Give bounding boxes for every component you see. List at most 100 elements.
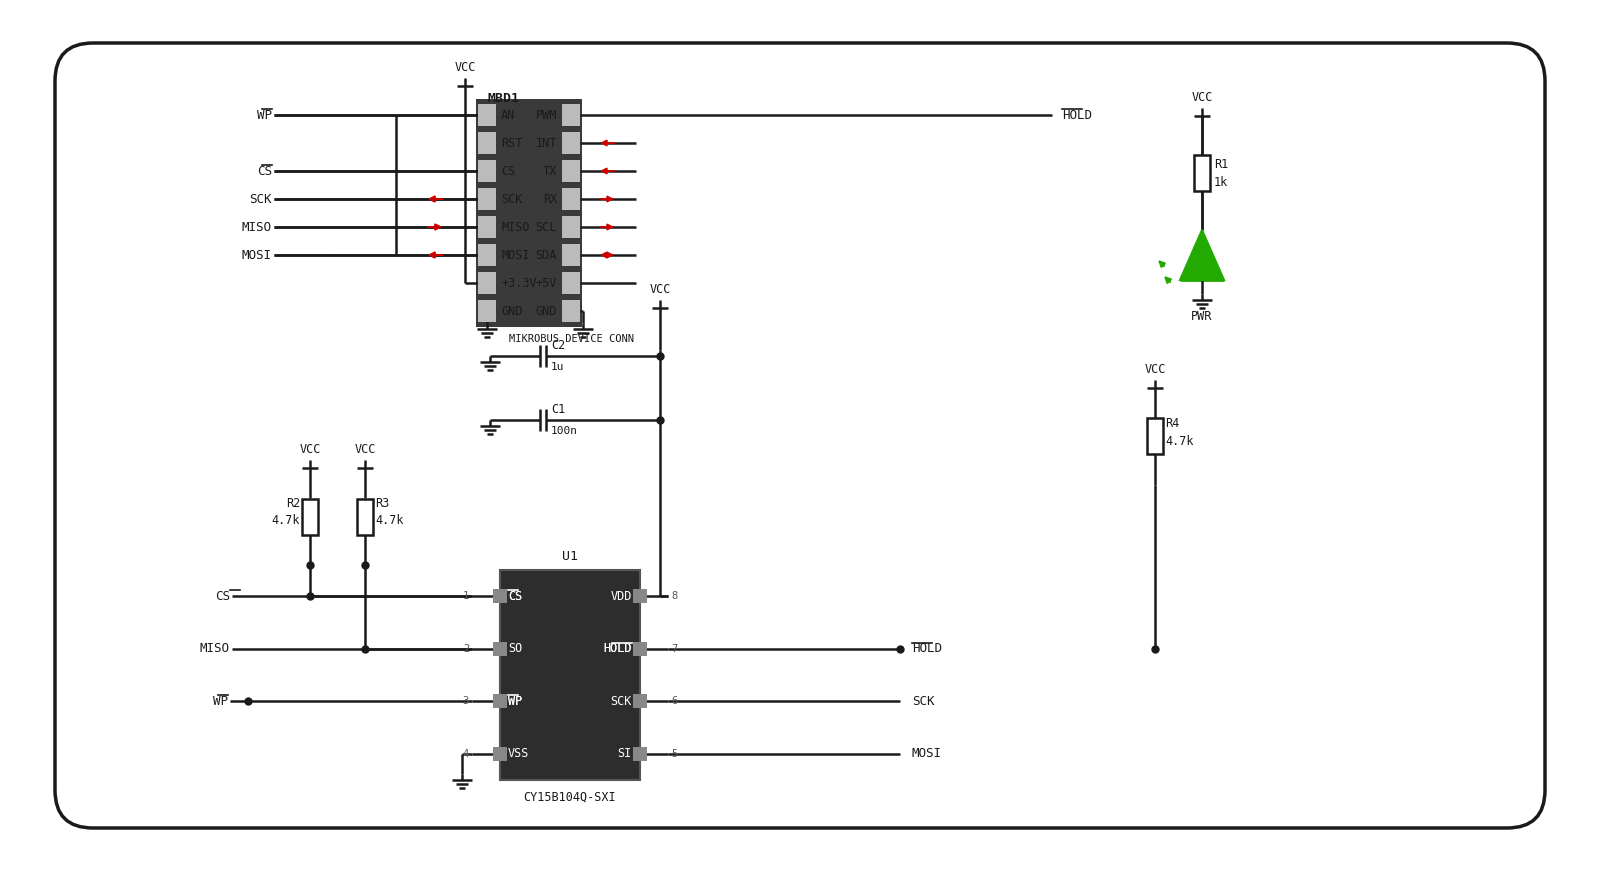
Bar xyxy=(633,642,648,656)
Text: CS: CS xyxy=(508,590,523,603)
Text: MISO: MISO xyxy=(500,220,529,233)
Text: VSS: VSS xyxy=(508,747,529,760)
Bar xyxy=(478,272,496,294)
Bar xyxy=(492,590,507,604)
Text: HOLD: HOLD xyxy=(911,642,942,655)
Text: PWM: PWM xyxy=(536,109,556,121)
Bar xyxy=(561,104,580,126)
Bar xyxy=(1194,155,1210,191)
Text: 1u: 1u xyxy=(552,362,564,372)
Text: SDA: SDA xyxy=(536,248,556,261)
Text: U1: U1 xyxy=(561,550,577,564)
Text: +5V: +5V xyxy=(536,276,556,289)
Text: R1: R1 xyxy=(1214,158,1228,171)
Bar xyxy=(478,160,496,182)
Text: SI: SI xyxy=(617,747,632,760)
Text: 4.7k: 4.7k xyxy=(1166,435,1193,448)
Text: SO: SO xyxy=(508,642,523,655)
Text: 4: 4 xyxy=(462,749,469,759)
Text: CS: CS xyxy=(500,165,515,178)
Text: CS: CS xyxy=(257,165,272,178)
Text: INT: INT xyxy=(536,137,556,150)
Bar xyxy=(561,272,580,294)
Text: +3.3V: +3.3V xyxy=(500,276,537,289)
Text: 1k: 1k xyxy=(1214,175,1228,188)
Text: HOLD: HOLD xyxy=(603,642,632,655)
Bar xyxy=(561,244,580,266)
Text: 2: 2 xyxy=(462,644,469,654)
Text: VCC: VCC xyxy=(1145,362,1166,375)
Text: WP: WP xyxy=(257,109,272,121)
Bar xyxy=(561,300,580,322)
Bar xyxy=(478,216,496,238)
Bar xyxy=(357,498,373,535)
Text: VDD: VDD xyxy=(611,590,632,603)
Bar xyxy=(561,188,580,210)
Text: VCC: VCC xyxy=(649,282,670,295)
Bar xyxy=(478,132,496,154)
Text: VCC: VCC xyxy=(1191,91,1212,104)
Text: 1: 1 xyxy=(462,591,469,601)
Polygon shape xyxy=(1180,230,1223,280)
Text: GND: GND xyxy=(536,305,556,318)
Bar xyxy=(492,642,507,656)
Text: HOLD: HOLD xyxy=(603,642,632,655)
Text: WP: WP xyxy=(213,695,229,708)
Text: C2: C2 xyxy=(552,339,566,352)
Text: WP: WP xyxy=(508,695,523,708)
Text: CS: CS xyxy=(214,590,230,603)
Bar xyxy=(1146,418,1162,455)
Text: MIKROBUS DEVICE CONN: MIKROBUS DEVICE CONN xyxy=(508,334,633,344)
Text: VCC: VCC xyxy=(355,442,376,456)
Text: WP: WP xyxy=(508,695,523,708)
Bar xyxy=(492,746,507,760)
Text: 4.7k: 4.7k xyxy=(272,515,301,528)
Text: 4.7k: 4.7k xyxy=(376,515,403,528)
Text: GND: GND xyxy=(500,305,523,318)
Text: VCC: VCC xyxy=(299,442,321,456)
Bar xyxy=(477,99,582,327)
Text: R2: R2 xyxy=(286,496,301,510)
FancyBboxPatch shape xyxy=(54,43,1545,828)
Text: MOSI: MOSI xyxy=(500,248,529,261)
Bar xyxy=(633,746,648,760)
Text: 5: 5 xyxy=(672,749,678,759)
Text: AN: AN xyxy=(500,109,515,121)
Text: 6: 6 xyxy=(672,696,678,706)
Text: 8: 8 xyxy=(672,591,678,601)
Bar xyxy=(302,498,318,535)
Text: VCC: VCC xyxy=(454,60,475,73)
Text: SCK: SCK xyxy=(611,695,632,708)
Bar xyxy=(561,132,580,154)
Text: SCK: SCK xyxy=(911,695,934,708)
Text: R3: R3 xyxy=(376,496,389,510)
Text: SCK: SCK xyxy=(500,192,523,206)
Text: MOSI: MOSI xyxy=(911,747,942,760)
Bar xyxy=(478,244,496,266)
Text: R4: R4 xyxy=(1166,416,1178,429)
Text: CY15B104Q-SXI: CY15B104Q-SXI xyxy=(524,791,616,804)
Text: RX: RX xyxy=(542,192,556,206)
Text: PWR: PWR xyxy=(1191,309,1212,322)
Text: SCK: SCK xyxy=(249,192,272,206)
Text: C1: C1 xyxy=(552,402,566,415)
Bar xyxy=(478,300,496,322)
Text: SCL: SCL xyxy=(536,220,556,233)
Bar xyxy=(633,590,648,604)
Bar xyxy=(500,570,640,780)
Text: 100n: 100n xyxy=(552,426,577,436)
Text: MOSI: MOSI xyxy=(241,248,272,261)
Text: MBD1: MBD1 xyxy=(488,91,520,105)
Bar xyxy=(633,694,648,708)
Text: 3: 3 xyxy=(462,696,469,706)
Bar xyxy=(492,694,507,708)
Bar xyxy=(478,188,496,210)
Bar xyxy=(561,216,580,238)
Text: MISO: MISO xyxy=(241,220,272,233)
Text: RST: RST xyxy=(500,137,523,150)
Text: 7: 7 xyxy=(672,644,678,654)
Text: CS: CS xyxy=(508,590,523,603)
Text: HOLD: HOLD xyxy=(1062,109,1092,121)
Bar xyxy=(500,570,640,780)
Bar xyxy=(478,104,496,126)
